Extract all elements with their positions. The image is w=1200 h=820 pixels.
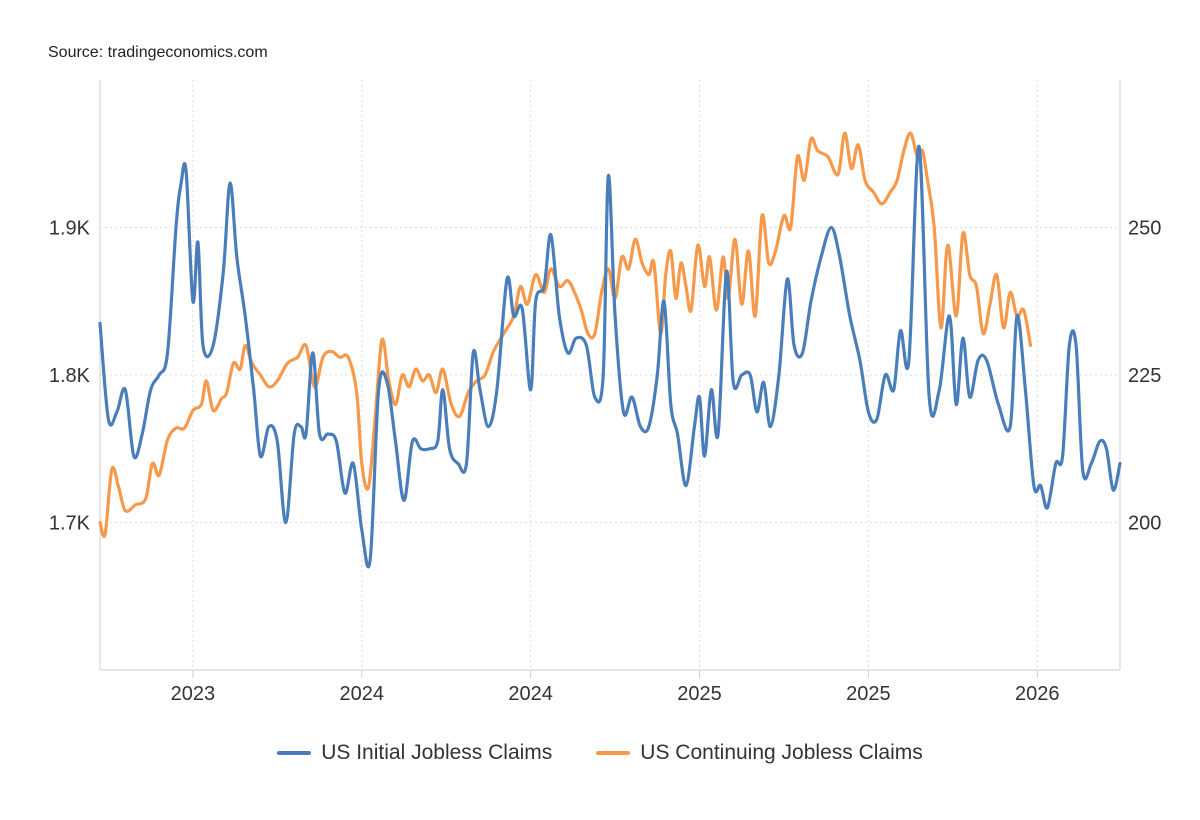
series-line-initial-claims[interactable] [98, 144, 1122, 569]
tick-labels: 1.7K 1.8K 1.9K 200 225 250 2023 2024 2024 2025 202… [49, 218, 1162, 706]
right-y-tick-label: 200 [1128, 513, 1161, 535]
right-y-tick-label: 225 [1128, 365, 1161, 387]
source-note: Source: tradingeconomics.com [48, 44, 268, 61]
left-y-tick-label: 1.8K [49, 365, 91, 387]
x-tick-label: 2023 [171, 683, 216, 705]
right-y-tick-label: 250 [1128, 218, 1161, 240]
x-tick-label: 2024 [340, 683, 385, 705]
legend: US Initial Jobless Claims US Continuing … [0, 741, 1200, 765]
x-tick-label: 2024 [508, 683, 553, 705]
legend-item-continuing-claims[interactable]: US Continuing Jobless Claims [596, 741, 923, 765]
legend-swatch-initial [277, 751, 312, 755]
legend-label-continuing: US Continuing Jobless Claims [640, 741, 923, 764]
axes [99, 80, 1121, 678]
series-lines [98, 131, 1122, 569]
x-tick-label: 2025 [677, 683, 722, 705]
left-y-tick-label: 1.7K [49, 513, 91, 535]
x-tick-label: 2026 [1015, 683, 1060, 705]
x-tick-label: 2025 [846, 683, 891, 705]
legend-swatch-continuing [596, 751, 631, 755]
legend-label-initial: US Initial Jobless Claims [321, 741, 553, 764]
legend-item-initial-claims[interactable]: US Initial Jobless Claims [277, 741, 552, 765]
series-line-continuing-claims[interactable] [98, 131, 1033, 539]
left-y-tick-label: 1.9K [49, 218, 91, 240]
